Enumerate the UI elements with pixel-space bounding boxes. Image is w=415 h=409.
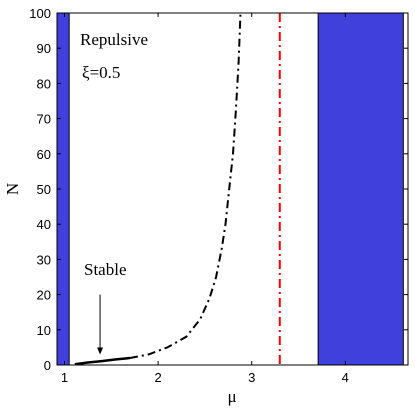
y-tick-label: 50 — [37, 182, 51, 197]
x-axis-label: μ — [227, 387, 236, 406]
shaded-regions — [56, 12, 404, 366]
x-tick-label: 4 — [342, 370, 349, 385]
y-tick-label: 10 — [37, 323, 51, 338]
x-tick-label: 2 — [154, 370, 161, 385]
y-tick-label: 80 — [37, 76, 51, 91]
series-group — [74, 12, 242, 366]
y-tick-label: 0 — [44, 358, 51, 373]
y-tick-label: 40 — [37, 217, 51, 232]
stable-arrow — [97, 294, 104, 355]
stable-branch-line — [74, 356, 131, 366]
y-tick-label: 60 — [37, 147, 51, 162]
shaded-region-2 — [317, 12, 404, 366]
repulsive-label: Repulsive — [80, 30, 148, 49]
y-tick-label: 30 — [37, 252, 51, 267]
arrow-head — [97, 347, 104, 355]
y-tick-label: 90 — [37, 41, 51, 56]
x-tick-label: 1 — [61, 370, 68, 385]
y-tick-label: 20 — [37, 288, 51, 303]
stable-label: Stable — [84, 260, 127, 279]
y-axis-label: N — [3, 183, 22, 195]
xi-label: ξ=0.5 — [82, 63, 120, 82]
y-tick-label: 100 — [29, 6, 51, 21]
unstable-branch-line — [129, 12, 242, 359]
x-tick-label: 3 — [248, 370, 255, 385]
y-tick-label: 70 — [37, 112, 51, 127]
